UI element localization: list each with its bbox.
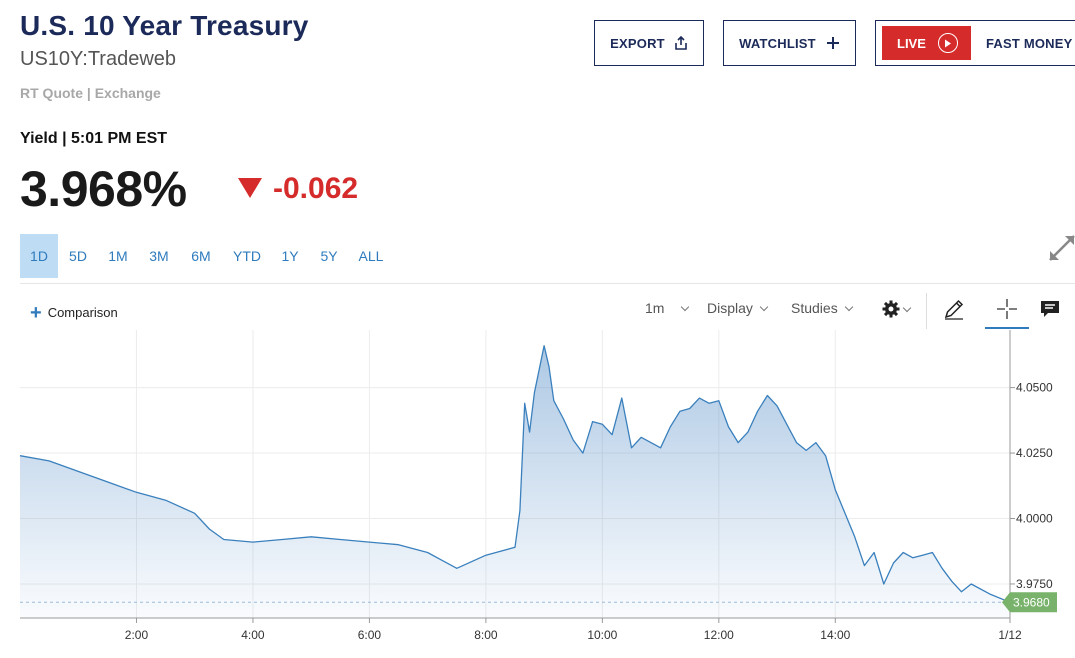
share-icon [675,36,687,50]
toolbar-divider [20,283,1075,284]
export-button[interactable]: EXPORT [594,20,704,66]
fast-money-label: FAST MONEY [986,35,1073,51]
pencil-icon [944,299,964,320]
watchlist-button[interactable]: WATCHLIST [723,20,856,66]
studies-dropdown[interactable]: Studies [791,300,853,316]
range-1d[interactable]: 1D [20,234,58,278]
last-value-tag [1002,592,1057,613]
play-icon [937,33,958,53]
time-range-selector: 1D 5D 1M 3M 6M YTD 1Y 5Y ALL [20,234,392,278]
x-tick-label: 2:00 [125,628,149,642]
comparison-button[interactable]: + Comparison [30,301,118,324]
x-tick-label: 12:00 [704,628,734,642]
plus-icon [826,37,839,49]
crosshair-active-indicator [985,327,1029,329]
toolbar-separator [926,293,927,329]
settings-dropdown[interactable] [882,300,912,318]
quote-type-label: RT Quote | Exchange [20,85,161,101]
y-tick-label: 4.0500 [1016,381,1053,395]
gear-icon [882,300,900,318]
x-tick-label: 1/12 [998,628,1022,642]
chevron-down-icon [844,302,853,312]
studies-label: Studies [791,300,838,316]
down-arrow-icon [238,178,262,198]
last-price: 3.968% [20,161,187,217]
comparison-label: Comparison [47,305,118,320]
range-6m[interactable]: 6M [191,248,211,264]
y-tick-label: 3.9750 [1016,577,1053,591]
page-title: U.S. 10 Year Treasury [20,10,309,41]
interval-dropdown[interactable]: 1m [645,300,690,316]
interval-label: 1m [645,300,665,316]
display-label: Display [707,300,753,316]
export-label: EXPORT [610,35,665,51]
watchlist-label: WATCHLIST [739,35,816,51]
x-tick-label: 4:00 [241,628,265,642]
live-label: LIVE [897,35,926,51]
chevron-down-icon [681,302,690,312]
chevron-down-icon [902,303,912,313]
range-1m[interactable]: 1M [108,248,128,264]
draw-button[interactable] [940,295,968,323]
x-tick-label: 8:00 [474,628,498,642]
range-3m[interactable]: 3M [149,248,169,264]
comment-button[interactable] [1036,295,1064,323]
price-change: -0.062 [273,172,359,205]
x-tick-label: 6:00 [358,628,382,642]
range-5d[interactable]: 5D [69,248,87,264]
chevron-down-icon [759,302,769,312]
expand-icon[interactable] [1048,233,1075,263]
series-area [20,345,1010,618]
range-5y[interactable]: 5Y [320,248,338,264]
crosshair-icon [997,299,1017,319]
yield-timestamp: Yield | 5:01 PM EST [20,130,168,147]
range-1y[interactable]: 1Y [281,248,299,264]
display-dropdown[interactable]: Display [707,300,769,316]
x-tick-label: 14:00 [820,628,850,642]
x-tick-label: 10:00 [587,628,617,642]
range-ytd[interactable]: YTD [233,248,261,264]
series-line [19,345,1011,603]
crosshair-button[interactable] [993,295,1021,323]
range-all[interactable]: ALL [358,248,384,264]
last-value-label: 3.9680 [1013,595,1050,609]
y-tick-label: 4.0250 [1016,446,1053,460]
y-tick-label: 4.0000 [1016,512,1053,526]
comment-icon [1041,301,1059,317]
ticker-symbol: US10Y:Tradeweb [20,48,177,70]
live-badge: LIVE [882,26,971,60]
live-fast-money-button[interactable]: LIVE FAST MONEY [875,20,1075,66]
price-chart[interactable]: 3.9750 4.0000 4.0250 4.0500 2:00 4:00 6:00 8:00… [0,330,1075,650]
plus-icon: + [30,301,42,324]
